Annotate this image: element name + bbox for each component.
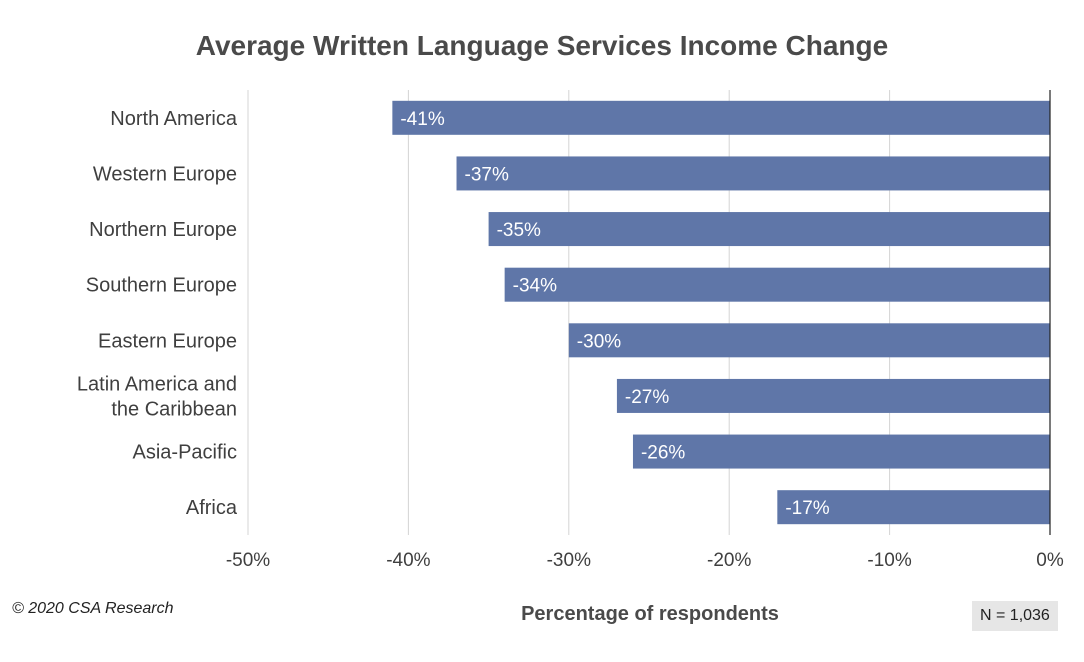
category-label: Northern Europe (89, 219, 237, 241)
bar-data-label: -30% (577, 331, 621, 352)
bar (632, 434, 1050, 469)
x-tick-label: -20% (707, 550, 751, 571)
bars: -41% -37% -35% -34% -30% -27% -26% -17% (392, 100, 1051, 525)
bar (456, 156, 1050, 191)
category-label: Eastern Europe (98, 330, 237, 352)
sample-size-badge: N = 1,036 (972, 601, 1058, 631)
category-label: Latin America and the Caribbean (77, 373, 237, 420)
x-axis-title: Percentage of respondents (521, 603, 779, 625)
x-tick-label: -10% (867, 550, 911, 571)
bar (504, 267, 1050, 302)
bar-data-label: -17% (785, 498, 829, 519)
x-tick-label: -30% (547, 550, 591, 571)
bar-data-label: -26% (641, 443, 685, 464)
copyright-notice: © 2020 CSA Research (12, 600, 174, 617)
category-labels: North America Western Europe Northern Euro… (77, 108, 238, 519)
x-tick-label: -40% (386, 550, 430, 571)
bar (777, 490, 1050, 525)
category-label: Western Europe (93, 163, 237, 185)
x-tick-label: 0% (1036, 550, 1064, 571)
category-label: Africa (186, 497, 238, 519)
x-tick-label: -50% (226, 550, 270, 571)
bar-data-label: -27% (625, 387, 669, 408)
bar-data-label: -37% (465, 164, 509, 185)
bar (392, 100, 1050, 135)
x-tick-labels: -50% -40% -30% -20% -10% 0% (226, 550, 1064, 571)
bar-data-label: -41% (400, 109, 444, 130)
category-label: North America (110, 108, 238, 130)
bar (616, 378, 1050, 413)
category-label: Southern Europe (86, 275, 237, 297)
bar-data-label: -35% (497, 220, 541, 241)
bar (568, 323, 1050, 358)
category-label: Asia-Pacific (133, 442, 237, 464)
chart-title: Average Written Language Services Income… (195, 30, 889, 61)
bar-data-label: -34% (513, 276, 557, 297)
bar (488, 212, 1051, 247)
